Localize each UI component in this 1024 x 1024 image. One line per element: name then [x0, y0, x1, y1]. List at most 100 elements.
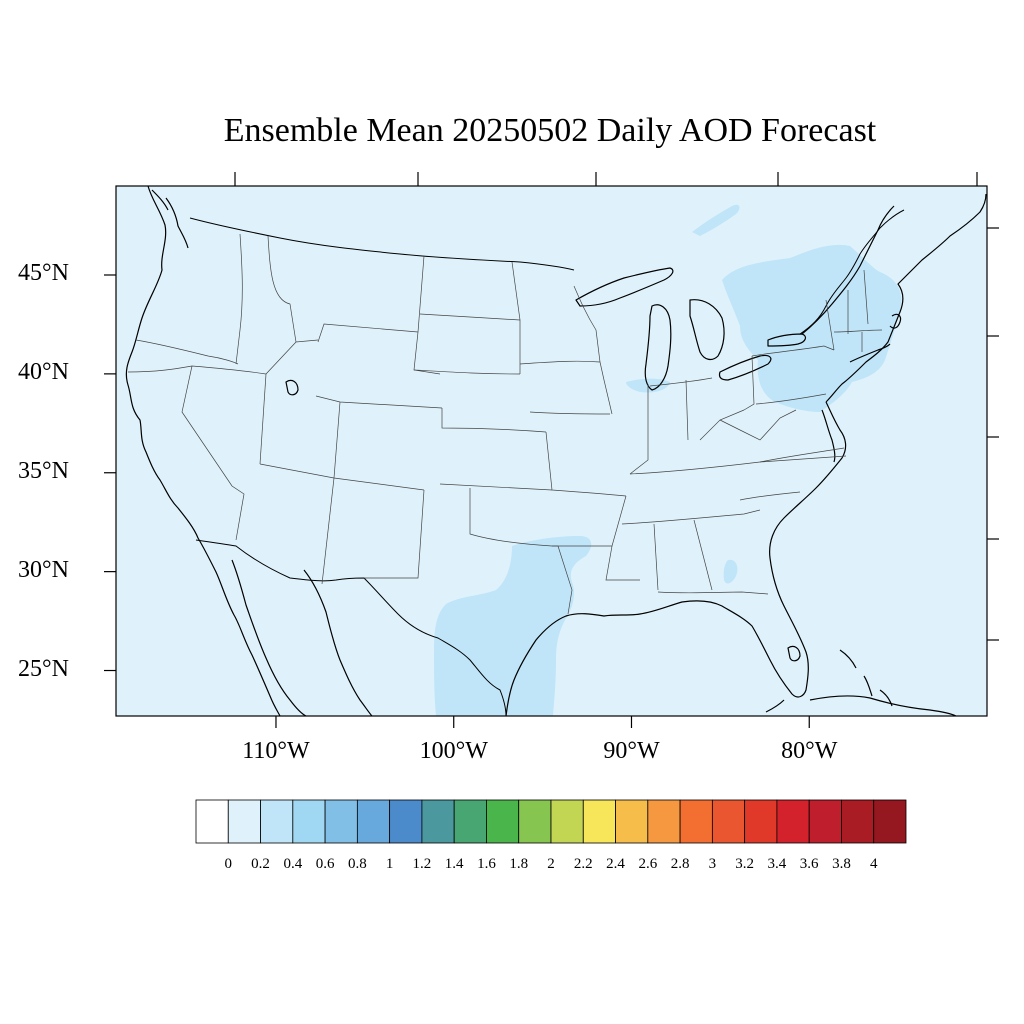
border-pa-md	[755, 393, 827, 405]
colorbar-level-label: 2.8	[670, 856, 690, 872]
coastlines	[125, 185, 987, 717]
lake-erie	[718, 354, 772, 381]
colorbar-swatch	[356, 799, 391, 844]
puget-sound	[165, 197, 189, 249]
border-nd-sd	[419, 313, 521, 321]
lake-ontario	[767, 333, 807, 347]
colorbar-swatch	[486, 799, 520, 844]
florida-keys	[765, 699, 785, 713]
international-borders	[189, 209, 905, 717]
border-nv-ut	[259, 373, 267, 465]
border-az-nm	[321, 477, 335, 585]
colorbar-level-label: 0	[224, 856, 233, 872]
colorbar-level-label: 1.6	[477, 856, 496, 872]
longitude-label: 100°W	[419, 738, 488, 764]
border-ut-az	[259, 463, 425, 491]
map-frame	[115, 185, 988, 717]
border-ok-tx	[469, 488, 558, 547]
border-pa-ny	[751, 345, 835, 357]
latitude-label: 40°N	[18, 358, 69, 385]
border-in-oh	[685, 379, 689, 441]
border-id-wy	[265, 341, 297, 375]
bahamas	[839, 649, 893, 707]
border-ny-vt	[825, 299, 835, 351]
aod-region-northeast	[722, 244, 902, 412]
colorbar-swatch	[389, 799, 423, 844]
longitude-label: 80°W	[781, 738, 838, 764]
border-ut-co	[333, 401, 341, 479]
border-nh-me	[863, 269, 869, 325]
lake-superior	[575, 267, 674, 307]
colorbar-swatch	[324, 799, 358, 844]
cuba	[809, 695, 957, 717]
colorbar-level-label: 0.6	[315, 856, 335, 872]
colorbar-level-label: 3.8	[832, 856, 851, 872]
colorbar-level-label: 4	[869, 856, 878, 872]
gulf-coast	[505, 401, 847, 717]
colorbar-swatch	[227, 799, 261, 844]
atlantic-coast-north	[825, 193, 987, 403]
axis-ticks	[104, 172, 999, 728]
lake-michigan	[644, 304, 672, 391]
border-al-ga	[693, 519, 713, 591]
colorbar-level-label: 0.2	[251, 856, 270, 872]
border-mn-ia	[519, 360, 601, 365]
border-wa-or	[135, 339, 239, 365]
colorbar-swatch	[453, 799, 487, 844]
colorbar-level-label: 3.6	[799, 856, 819, 872]
colorbar-level-label: 1.4	[444, 856, 464, 872]
st-lawrence	[801, 205, 895, 335]
border-wv-va	[719, 409, 797, 441]
colorbar-level-label: 1.8	[509, 856, 529, 872]
colorbar-swatch	[292, 799, 326, 844]
aod-region-quebec	[692, 204, 740, 236]
colorbar-swatch	[711, 799, 746, 844]
border-sd-ne	[413, 369, 521, 375]
colorbar-swatch	[260, 799, 294, 844]
colorbar-level-label: 2.6	[638, 856, 658, 872]
colorbar-level-label: 3.4	[767, 856, 787, 872]
border-mi-oh	[649, 377, 713, 387]
colorbar	[195, 799, 907, 844]
border-ne-ks	[441, 408, 547, 433]
state-borders	[127, 233, 883, 615]
border-nm-tx	[364, 489, 425, 579]
colorbar-swatch	[582, 799, 616, 844]
cape-cod	[889, 313, 902, 329]
colorbar-swatch	[776, 799, 810, 844]
colorbar-level-label: 2.4	[606, 856, 625, 872]
colorbar-level-label: 1.2	[412, 856, 432, 872]
colorbar-level-label: 0.4	[283, 856, 303, 872]
border-la-tx	[557, 545, 573, 615]
border-ma-ct	[833, 329, 883, 333]
border-tn-south	[621, 509, 761, 525]
colorbar-swatch	[195, 799, 229, 844]
longitude-label: 110°W	[242, 738, 310, 764]
latitude-label: 30°N	[18, 556, 69, 583]
border-ks-ok	[439, 483, 553, 491]
us-canada-border-east	[799, 209, 905, 335]
border-wi-mn	[573, 285, 601, 363]
colorbar-level-label: 2.2	[573, 856, 593, 872]
aod-region-georgia	[723, 559, 738, 584]
colorbar-swatch	[647, 799, 681, 844]
longitude-label: 90°W	[603, 738, 660, 764]
border-nd-sd-mt	[413, 255, 441, 375]
colorbar-level-label: 0.8	[347, 856, 367, 872]
colorbar-swatch	[518, 799, 552, 844]
great-salt-lake	[285, 379, 299, 396]
border-wi-il	[599, 361, 613, 415]
border-mt-wy	[317, 323, 419, 343]
aod-region-texas	[434, 536, 592, 716]
border-ky-tn	[629, 455, 847, 475]
pacific-coastline	[125, 185, 281, 717]
colorbar-swatch	[421, 799, 455, 844]
map-title: Ensemble Mean 20250502 Daily AOD Forecas…	[223, 112, 877, 149]
colorbar-swatch	[808, 799, 842, 844]
us-canada-border	[189, 217, 575, 271]
latitude-label: 45°N	[18, 259, 69, 286]
colorbar-level-label: 3	[708, 856, 717, 872]
colorbar-swatch	[744, 799, 778, 844]
border-ga-fl	[657, 591, 769, 595]
